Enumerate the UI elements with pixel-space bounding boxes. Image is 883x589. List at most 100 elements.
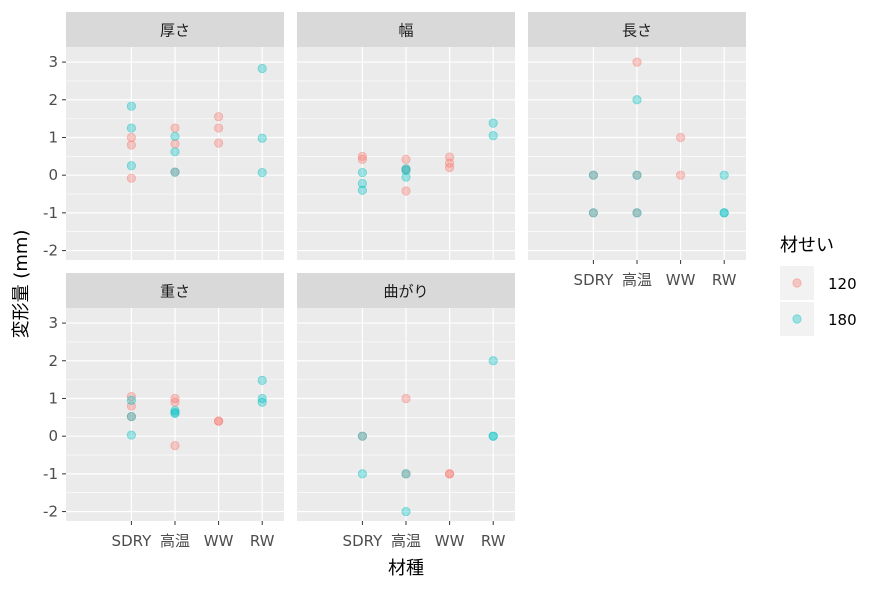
data-point [257,397,267,407]
y-tick-label: 0 [48,427,58,445]
y-axis-title: 変形量 (mm) [11,230,32,339]
data-point [401,164,411,174]
data-point [126,430,136,440]
legend-label: 180 [828,311,857,329]
data-point [126,391,136,402]
panel-strip [66,273,284,308]
data-point [257,63,267,74]
panel-4: 重さ -2 -1 0 1 2 3 SDRY 高温 WW RW [43,273,284,550]
legend-marker [792,314,802,324]
data-point [170,123,180,133]
x-tick-label: 高温 [622,271,652,289]
data-point [357,469,367,479]
data-point [444,158,455,168]
y-tick-label: 3 [48,53,58,71]
data-point [357,151,367,161]
panel-title: 重さ [160,283,190,301]
panel-1: 厚さ -2 -1 0 1 2 3 [43,12,284,260]
data-point [401,172,411,182]
x-tick-label: SDRY [574,271,615,289]
data-point [126,132,136,143]
x-tick-label: 高温 [391,532,421,550]
panel-strip [528,12,746,47]
y-tick-label: 2 [48,352,58,370]
data-point [257,393,267,404]
data-point [126,173,136,183]
x-tick-label: WW [666,271,696,289]
data-point [126,101,136,111]
data-point [126,411,136,422]
data-point [444,469,455,479]
y-tick-label: -2 [43,503,58,521]
data-point [401,393,411,404]
legend: 材せい 120 180 [780,235,857,336]
legend-label: 120 [828,275,857,293]
y-tick-label: 3 [48,314,58,332]
data-point [170,167,180,177]
data-point [488,130,498,141]
data-point [126,395,136,405]
x-tick-label: 高温 [160,532,190,550]
x-tick-label: WW [204,532,234,550]
data-point [214,416,224,426]
x-tick-label: RW [712,271,737,289]
legend-marker [792,278,802,288]
y-tick-label: -1 [43,204,58,222]
data-point [170,393,180,404]
data-point [488,431,498,441]
data-point [170,408,180,419]
y-tick-label: -2 [43,242,58,260]
y-tick-label: -1 [43,465,58,483]
x-tick-label: RW [250,532,275,550]
data-point [170,147,180,157]
panel-title: 厚さ [160,22,190,40]
x-tick-label: RW [481,532,506,550]
data-point [126,161,136,171]
panel-5: 曲がり SDRY 高温 WW RW [297,273,515,550]
data-point [257,133,267,143]
data-point [170,167,180,177]
y-tick-label: 1 [48,128,58,146]
data-point [719,208,729,218]
data-point [719,170,729,180]
data-point [488,356,498,366]
data-point [401,164,411,175]
panel-strip [66,12,284,47]
legend-key [780,302,814,336]
data-point [257,375,267,385]
data-point [214,112,224,122]
data-point [488,118,498,128]
data-point [170,441,180,451]
data-point [401,166,411,176]
data-point [632,170,642,180]
data-point [401,154,411,164]
data-point [488,431,498,441]
data-point [444,163,455,173]
data-point [214,123,224,133]
data-point [401,186,411,196]
data-point [257,167,267,178]
data-point [170,139,180,149]
x-tick-label: WW [435,532,465,550]
panel-strip [297,12,515,47]
data-point [170,397,180,407]
x-axis-title: 材種 [388,558,424,579]
data-point [401,469,411,479]
data-point [357,431,367,441]
data-point [357,154,367,164]
data-point [126,123,136,133]
data-point [126,411,136,422]
data-point [632,57,642,67]
data-point [126,140,136,150]
y-tick-label: 0 [48,166,58,184]
data-point [632,95,642,105]
data-point [719,208,729,218]
data-point [401,469,411,479]
data-point [675,170,686,180]
data-point [170,405,180,416]
x-tick-label: SDRY [343,532,384,550]
data-point [632,208,642,218]
data-point [675,132,686,143]
x-tick-label: SDRY [112,532,153,550]
